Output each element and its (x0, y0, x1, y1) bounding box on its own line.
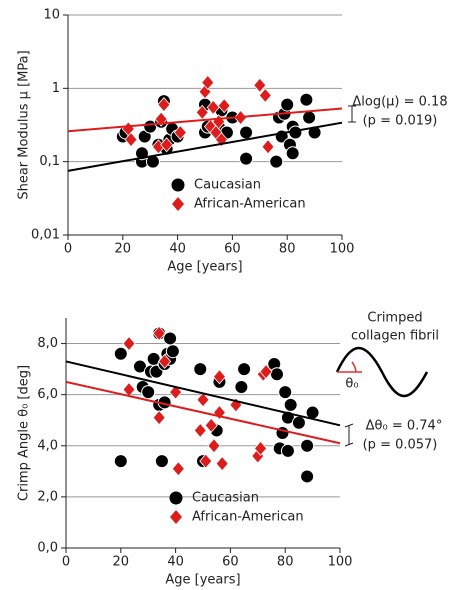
annotation: (p = 0.019) (363, 114, 438, 129)
point (152, 325, 166, 341)
point (201, 74, 215, 91)
point (160, 137, 174, 153)
annotation: collagen fibril (351, 329, 439, 344)
point (171, 461, 185, 477)
point (163, 331, 178, 346)
legend-marker (169, 491, 183, 505)
point (278, 385, 293, 400)
point (196, 392, 210, 408)
bracket-top (348, 105, 356, 123)
point (300, 469, 315, 484)
point (193, 362, 208, 377)
x-tick-label: 40 (167, 555, 184, 570)
point (169, 384, 183, 400)
point (141, 385, 156, 400)
point (157, 96, 171, 113)
y-tick-label: 4,0 (37, 438, 58, 453)
point (259, 364, 273, 380)
point (199, 453, 213, 469)
point (113, 454, 128, 469)
point (122, 335, 136, 352)
point (254, 440, 268, 456)
point (307, 125, 322, 140)
x-tick-label: 0 (64, 242, 72, 257)
point (165, 344, 180, 359)
point (285, 146, 300, 161)
annotation: θ₀ (345, 377, 358, 392)
trend-line (65, 360, 341, 427)
y-tick-label: 1 (52, 81, 60, 96)
point (212, 404, 226, 421)
x-tick-label: 60 (224, 242, 241, 257)
point (253, 77, 267, 93)
legend-marker (172, 197, 184, 211)
x-tick-label: 40 (169, 242, 186, 257)
legend-label: Caucasian (192, 491, 259, 506)
point (237, 362, 252, 377)
point (234, 380, 249, 394)
point (291, 415, 306, 430)
x-tick-label: 60 (222, 555, 239, 570)
point (154, 454, 169, 469)
point (173, 124, 187, 141)
point (280, 443, 295, 458)
point (215, 456, 229, 472)
point (217, 98, 231, 114)
point (239, 151, 254, 166)
legend-label: African-American (194, 197, 306, 212)
legend-label: African-American (192, 510, 304, 525)
point (113, 346, 128, 361)
collagen-fibril (335, 346, 429, 398)
x-tick-label: 0 (62, 555, 70, 570)
point (269, 367, 284, 382)
legend-marker (170, 510, 182, 524)
point (280, 97, 295, 112)
point (269, 154, 284, 169)
legend-marker (171, 178, 185, 192)
y-tick-label: 0,01 (31, 228, 60, 243)
point (193, 422, 207, 439)
point (300, 438, 315, 453)
point (258, 87, 272, 104)
point (261, 139, 275, 155)
point (299, 92, 314, 107)
x-tick-label: 80 (277, 555, 294, 570)
x-axis-label: Age [years] (167, 260, 242, 275)
trend-line (67, 121, 343, 172)
annotation: Crimped (367, 311, 422, 326)
annotation: Δθ₀ = 0.74° (366, 419, 443, 434)
y-axis-label: Crimp Angle θ₀ [deg] (17, 365, 32, 501)
x-tick-label: 100 (328, 555, 353, 570)
x-tick-label: 80 (279, 242, 296, 257)
point (206, 99, 220, 115)
point (302, 110, 317, 125)
point (283, 397, 298, 412)
legend-label: Caucasian (194, 178, 261, 193)
trend-line (67, 107, 343, 133)
annotation: (p = 0.057) (363, 438, 438, 453)
point (204, 417, 218, 433)
y-tick-label: 0,1 (39, 154, 60, 169)
point (152, 410, 166, 426)
y-tick-label: 0,0 (37, 541, 58, 556)
trend-line (65, 380, 341, 445)
angle-arc (351, 361, 357, 373)
y-axis-label: Shear Modulus μ [MPa] (17, 50, 32, 199)
y-tick-label: 6,0 (37, 387, 58, 402)
x-tick-label: 20 (113, 555, 130, 570)
annotation: Δlog(μ) = 0.18 (352, 95, 447, 110)
x-tick-label: 20 (115, 242, 132, 257)
point (212, 369, 226, 385)
point (158, 353, 172, 370)
point (207, 438, 221, 454)
bracket-bottom (344, 423, 354, 447)
y-tick-label: 2,0 (37, 489, 58, 504)
point (239, 125, 254, 140)
x-axis-label: Age [years] (165, 573, 240, 588)
x-tick-label: 100 (330, 242, 355, 257)
y-tick-label: 10 (43, 8, 60, 23)
y-tick-label: 8,0 (37, 336, 58, 351)
point (124, 131, 138, 148)
